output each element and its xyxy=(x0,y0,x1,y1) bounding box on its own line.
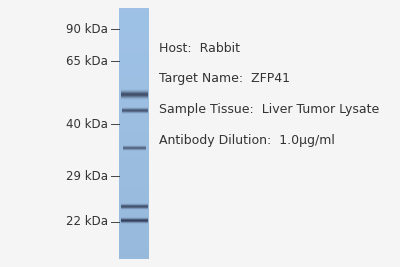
Text: 65 kDa: 65 kDa xyxy=(66,55,108,68)
Text: Host:  Rabbit: Host: Rabbit xyxy=(159,42,240,54)
Text: 29 kDa: 29 kDa xyxy=(66,170,108,183)
Text: 22 kDa: 22 kDa xyxy=(66,215,108,228)
Text: Sample Tissue:  Liver Tumor Lysate: Sample Tissue: Liver Tumor Lysate xyxy=(159,103,379,116)
Text: Target Name:  ZFP41: Target Name: ZFP41 xyxy=(159,72,290,85)
Text: 40 kDa: 40 kDa xyxy=(66,118,108,131)
Text: Antibody Dilution:  1.0μg/ml: Antibody Dilution: 1.0μg/ml xyxy=(159,134,334,147)
Text: 90 kDa: 90 kDa xyxy=(66,23,108,36)
